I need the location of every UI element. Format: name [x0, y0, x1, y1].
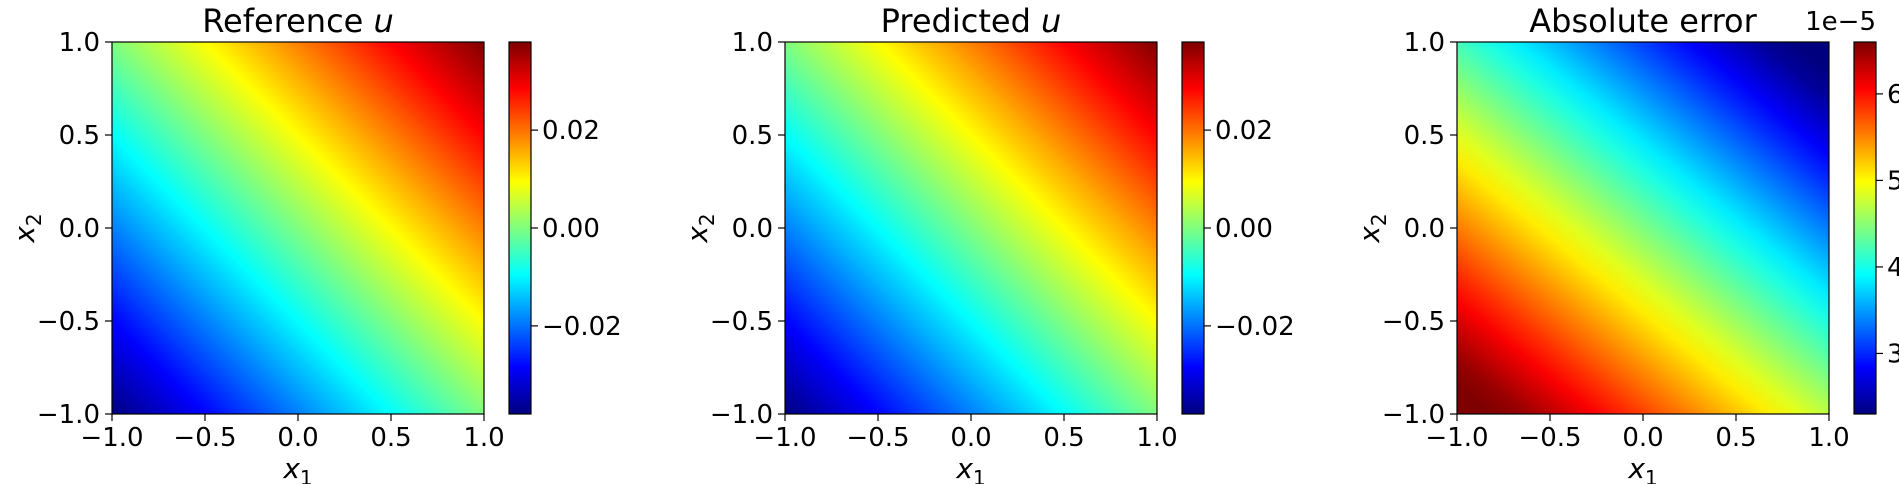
- y-tick-label: −1.0: [37, 400, 100, 430]
- colorbar-tick-label: 5: [1887, 166, 1899, 196]
- y-axis-label: x2: [681, 213, 719, 243]
- x-tick-label: 0.5: [370, 423, 411, 453]
- y-tick-label: −0.5: [37, 307, 100, 337]
- x-tick-label: −1.0: [753, 423, 816, 453]
- x-tick-label: 0.5: [1043, 423, 1084, 453]
- x-tick-label: 1.0: [1808, 423, 1849, 453]
- heatmap-image: [785, 42, 1157, 414]
- x-tick-label: 1.0: [1136, 423, 1177, 453]
- colorbar-gradient: [509, 42, 531, 414]
- heatmap-panel-2: −1.0 −0.5 0.0 0.5 1.0 −1.0 −0.5 0.0 0.5 1.0 x1 x2 Pr…: [681, 2, 1295, 484]
- x-tick-label: 0.0: [1622, 423, 1663, 453]
- x-tick-label: 1.0: [463, 423, 504, 453]
- y-tick-label: −1.0: [710, 400, 773, 430]
- chart-title: Predicted u: [881, 2, 1062, 40]
- colorbar-tick-label: 0.00: [1215, 214, 1273, 244]
- y-tick-label: −0.5: [710, 307, 773, 337]
- colorbar-tick-label: 0.02: [1215, 116, 1273, 146]
- y-axis-label: x2: [1353, 213, 1391, 243]
- x-tick-label: 0.0: [277, 423, 318, 453]
- x-tick-label: −0.5: [846, 423, 909, 453]
- x-axis-label: x1: [1627, 452, 1657, 484]
- heatmap-image: [112, 42, 484, 414]
- y-tick-label: 0.0: [1404, 214, 1445, 244]
- colorbar-offset-label: 1e−5: [1805, 7, 1876, 37]
- y-tick-label: 1.0: [59, 28, 100, 58]
- x-tick-label: 0.0: [950, 423, 991, 453]
- colorbar: −0.02 0.00 0.02: [508, 41, 622, 415]
- colorbar-tick-label: 4: [1887, 253, 1899, 283]
- chart-title: Absolute error: [1529, 2, 1757, 40]
- colorbar-tick-label: 6: [1887, 80, 1899, 110]
- colorbar-tick-label: −0.02: [542, 312, 622, 342]
- colorbar-tick-label: 0.00: [542, 214, 600, 244]
- y-tick-label: 0.5: [1404, 121, 1445, 151]
- heatmap-panel-3: −1.0 −0.5 0.0 0.5 1.0 −1.0 −0.5 0.0 0.5 1.0 x1 x2 Ab…: [1353, 2, 1899, 484]
- heatmap-image: [1457, 42, 1829, 414]
- y-tick-label: 0.5: [732, 121, 773, 151]
- heatmap-panel-1: −1.0 −0.5 0.0 0.5 1.0 −1.0 −0.5 0.0 0.5 1.0 x1 x2 Re…: [8, 2, 622, 484]
- y-tick-label: 0.5: [59, 121, 100, 151]
- x-tick-label: −1.0: [1425, 423, 1488, 453]
- x-tick-label: −1.0: [80, 423, 143, 453]
- colorbar-gradient: [1854, 42, 1876, 414]
- colorbar-tick-label: −0.02: [1215, 312, 1295, 342]
- x-tick-label: −0.5: [1518, 423, 1581, 453]
- y-tick-label: 1.0: [1404, 28, 1445, 58]
- x-axis-label: x1: [282, 452, 312, 484]
- colorbar: 3 4 5 6 1e−5: [1805, 7, 1899, 415]
- y-axis-label: x2: [8, 213, 46, 243]
- y-tick-label: 1.0: [732, 28, 773, 58]
- y-tick-label: 0.0: [732, 214, 773, 244]
- colorbar-tick-label: 3: [1887, 339, 1899, 369]
- y-tick-label: −0.5: [1382, 307, 1445, 337]
- chart-title: Reference u: [202, 2, 394, 40]
- colorbar-frame: [1853, 41, 1877, 415]
- y-tick-label: 0.0: [59, 214, 100, 244]
- colorbar-gradient: [1182, 42, 1204, 414]
- x-tick-label: −0.5: [173, 423, 236, 453]
- colorbar: −0.02 0.00 0.02: [1181, 41, 1295, 415]
- y-tick-label: −1.0: [1382, 400, 1445, 430]
- x-tick-label: 0.5: [1715, 423, 1756, 453]
- x-axis-label: x1: [955, 452, 985, 484]
- colorbar-tick-label: 0.02: [542, 116, 600, 146]
